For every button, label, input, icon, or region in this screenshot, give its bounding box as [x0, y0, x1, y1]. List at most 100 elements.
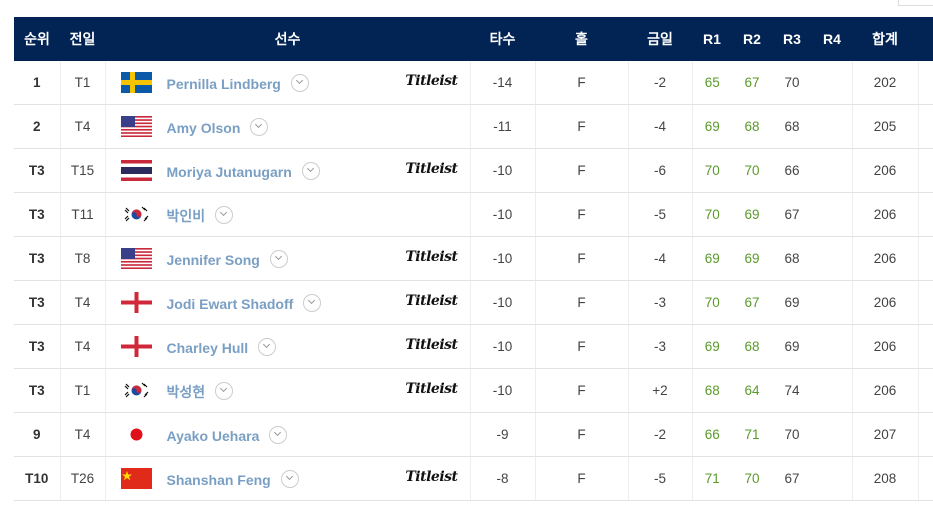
- player-name-link[interactable]: Shanshan Feng: [167, 470, 299, 488]
- flag-sweden-icon: [120, 72, 152, 93]
- total-cell: 208: [852, 456, 919, 501]
- score-cell: -10: [470, 192, 536, 237]
- score-cell: -10: [470, 368, 536, 413]
- total-cell: 206: [852, 280, 919, 325]
- r1-cell: 70: [692, 148, 732, 193]
- prev-cell: T1: [60, 368, 106, 413]
- table-row[interactable]: T3 T4 Jodi Ewart Shadoff Titleist -10 F -3 70 67…: [14, 280, 933, 325]
- player-name-link[interactable]: 박성현: [167, 382, 234, 402]
- table-row[interactable]: 1 T1 Pernilla Lindberg Titleist -14 F -2 65 67 70…: [14, 61, 933, 105]
- today-cell: -2: [628, 61, 693, 105]
- player-name[interactable]: Jennifer Song: [166, 252, 260, 268]
- player-name[interactable]: Ayako Uehara: [166, 428, 260, 444]
- total-cell: 206: [852, 192, 919, 237]
- player-name[interactable]: 박인비: [166, 208, 206, 224]
- r1-cell: 68: [692, 368, 732, 413]
- r1-cell: 70: [692, 280, 732, 325]
- r3-cell: 67: [772, 456, 812, 501]
- player-name-link[interactable]: Jennifer Song: [167, 250, 288, 268]
- r4-cell: [812, 148, 853, 193]
- chevron-down-icon[interactable]: [290, 74, 309, 92]
- player-name[interactable]: Jodi Ewart Shadoff: [166, 296, 294, 312]
- r3-cell: 70: [772, 61, 812, 105]
- chevron-down-icon[interactable]: [269, 250, 288, 268]
- chevron-down-icon[interactable]: [269, 426, 288, 444]
- r1-cell: 65: [692, 61, 732, 105]
- table-row[interactable]: 9 T4 Ayako Uehara -9 F -2 66 71 70 207: [14, 412, 933, 457]
- r3-cell: 68: [772, 236, 812, 281]
- r3-cell: 67: [772, 192, 812, 237]
- table-row[interactable]: 2 T4 Amy Olson -11 F -4 69 68 68 205: [14, 104, 933, 149]
- table-row[interactable]: T3 T8 Jennifer Song Titleist -10 F -4 69 69 68 206: [14, 236, 933, 281]
- r3-cell: 69: [772, 280, 812, 325]
- table-row[interactable]: T3 T4 Charley Hull Titleist -10 F -3 69 68 69 206: [14, 324, 933, 369]
- player-name[interactable]: Pernilla Lindberg: [166, 76, 281, 92]
- r1-cell: 71: [692, 456, 732, 501]
- rank-cell: T3: [14, 368, 61, 413]
- r1-cell: 69: [692, 236, 732, 281]
- score-cell: -14: [470, 61, 536, 105]
- header-row: 순위 전일 선수 타수 홀 금일 R1 R2 R3 R4 합계: [14, 17, 933, 61]
- player-name-link[interactable]: Amy Olson: [167, 118, 269, 136]
- flag-china-icon: [120, 468, 152, 489]
- player-name[interactable]: 박성현: [166, 384, 206, 400]
- prev-cell: T26: [60, 456, 106, 501]
- hole-cell: F: [535, 280, 629, 325]
- prev-cell: T4: [60, 280, 106, 325]
- player-name[interactable]: Charley Hull: [166, 340, 249, 356]
- column-header: 홀: [535, 17, 628, 61]
- chevron-down-icon[interactable]: [250, 118, 269, 136]
- hole-cell: F: [535, 236, 629, 281]
- today-cell: -3: [628, 280, 693, 325]
- r4-cell: [812, 412, 853, 457]
- chevron-down-icon[interactable]: [215, 382, 234, 400]
- column-header: R4: [812, 17, 852, 61]
- flag-usa-icon: [120, 248, 152, 270]
- player-name-link[interactable]: Pernilla Lindberg: [167, 74, 309, 92]
- total-cell: 202: [852, 61, 919, 105]
- r1-cell: 69: [692, 104, 732, 149]
- player-name[interactable]: Shanshan Feng: [166, 472, 271, 488]
- player-name-link[interactable]: 박인비: [167, 206, 234, 226]
- table-row[interactable]: T3 T15 Moriya Jutanugarn Titleist -10 F -6 70 70…: [14, 148, 933, 193]
- table-row[interactable]: T10 T26 Shanshan Feng Titleist -8 F -5 71 70 67 20…: [14, 456, 933, 501]
- titleist-logo: Titleist: [405, 381, 458, 397]
- r3-cell: 68: [772, 104, 812, 149]
- player-name-link[interactable]: Ayako Uehara: [167, 426, 288, 444]
- player-name[interactable]: Amy Olson: [166, 120, 241, 136]
- chevron-down-icon[interactable]: [258, 338, 277, 356]
- r2-cell: 64: [732, 368, 772, 413]
- chevron-down-icon[interactable]: [215, 206, 234, 224]
- today-cell: -4: [628, 104, 693, 149]
- score-cell: -10: [470, 324, 536, 369]
- titleist-logo: Titleist: [405, 293, 458, 309]
- column-header: 전일: [60, 17, 105, 61]
- titleist-logo: Titleist: [405, 249, 458, 265]
- player-name-link[interactable]: Charley Hull: [167, 338, 277, 356]
- rank-cell: T3: [14, 192, 61, 237]
- hole-cell: F: [535, 192, 629, 237]
- player-name-link[interactable]: Jodi Ewart Shadoff: [167, 294, 322, 312]
- hole-cell: F: [535, 456, 629, 501]
- total-cell: 207: [852, 412, 919, 457]
- table-row[interactable]: T3 T1 박성현 Titleist -10 F +2 68 64 74 206: [14, 368, 933, 413]
- player-name-link[interactable]: Moriya Jutanugarn: [167, 162, 320, 180]
- r2-cell: 71: [732, 412, 772, 457]
- table-row[interactable]: T3 T11 박인비 -10 F -5 70 69 67 206: [14, 192, 933, 237]
- player-name[interactable]: Moriya Jutanugarn: [166, 164, 292, 180]
- prev-cell: T11: [60, 192, 106, 237]
- rank-cell: 1: [14, 61, 61, 105]
- total-cell: 206: [852, 148, 919, 193]
- r4-cell: [812, 280, 853, 325]
- score-cell: -9: [470, 412, 536, 457]
- chevron-down-icon[interactable]: [280, 470, 299, 488]
- total-cell: 205: [852, 104, 919, 149]
- chevron-down-icon[interactable]: [303, 294, 322, 312]
- prev-cell: T15: [60, 148, 106, 193]
- column-header: 합계: [852, 17, 918, 61]
- r3-cell: 74: [772, 368, 812, 413]
- r2-cell: 70: [732, 456, 772, 501]
- chevron-down-icon[interactable]: [301, 162, 320, 180]
- today-cell: -3: [628, 324, 693, 369]
- r1-cell: 70: [692, 192, 732, 237]
